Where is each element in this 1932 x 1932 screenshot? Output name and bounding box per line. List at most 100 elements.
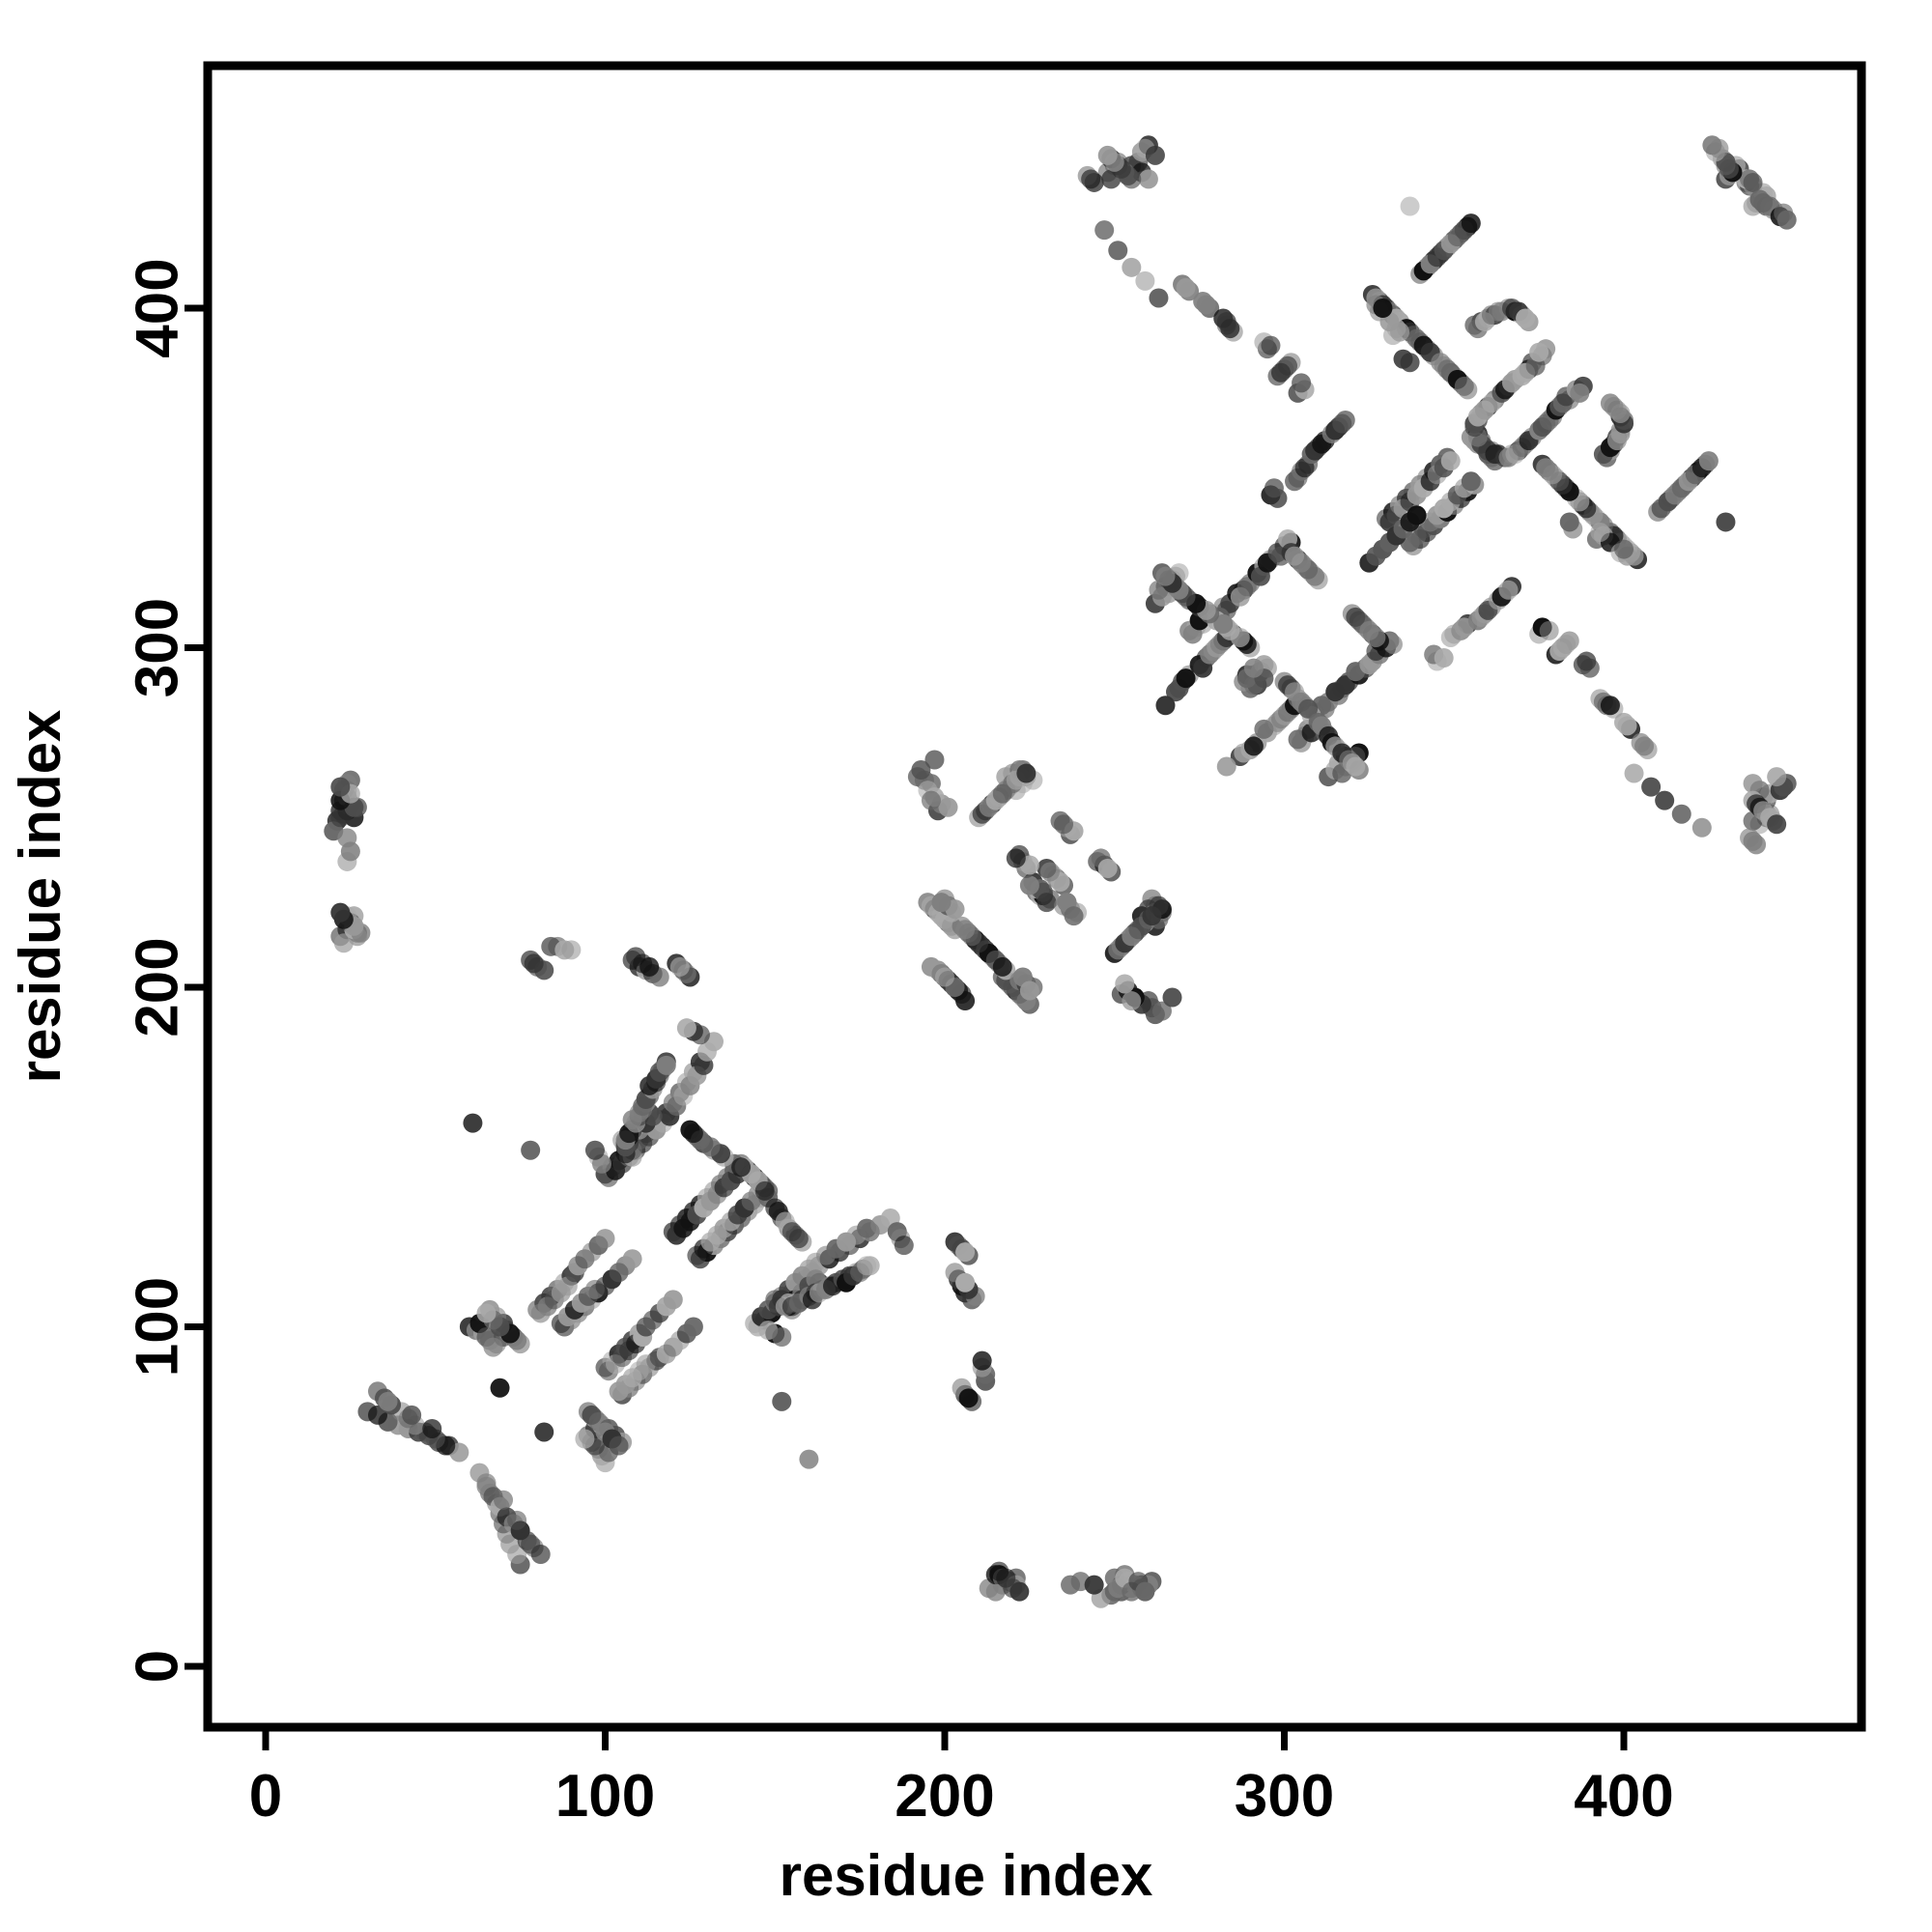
scatter-point <box>1400 196 1420 216</box>
scatter-point <box>1149 288 1169 308</box>
scatter-point <box>1743 774 1763 794</box>
scatter-point <box>1155 696 1176 716</box>
scatter-point <box>524 953 544 974</box>
scatter-point <box>676 1018 696 1038</box>
scatter-point <box>1671 804 1691 824</box>
scatter-point <box>1624 763 1644 783</box>
scatter-point <box>1570 383 1590 403</box>
scatter-point <box>1122 257 1142 277</box>
scatter-point <box>731 1157 752 1178</box>
scatter-point <box>1037 893 1057 913</box>
scatter-point <box>935 967 954 987</box>
scatter-point <box>337 828 357 848</box>
scatter-point <box>955 1242 976 1263</box>
scatter-point <box>1292 373 1312 393</box>
scatter-point <box>1332 413 1352 434</box>
scatter-point <box>992 956 1012 977</box>
scatter-point <box>1094 220 1115 241</box>
scatter-point <box>857 1256 877 1276</box>
scatter-point <box>1213 613 1234 634</box>
scatter-point <box>1461 213 1481 234</box>
scatter-point <box>1135 270 1155 291</box>
scatter-point <box>1634 736 1655 756</box>
scatter-point <box>1084 1575 1104 1595</box>
scatter-point <box>1774 203 1794 223</box>
scatter-point <box>1498 580 1519 600</box>
scatter-point <box>1176 668 1196 689</box>
scatter-point <box>1335 675 1355 696</box>
scatter-point <box>1162 987 1182 1008</box>
scatter-point <box>921 790 941 810</box>
scatter-point <box>1298 698 1319 719</box>
scatter-point <box>1434 648 1454 668</box>
scatter-point <box>1529 342 1549 362</box>
scatter-point <box>1176 277 1196 298</box>
scatter-point <box>1767 814 1787 835</box>
scatter-point <box>1097 145 1118 165</box>
y-tick-label: 100 <box>125 1277 191 1377</box>
scatter-point <box>1743 831 1763 851</box>
scatter-point <box>663 1290 683 1310</box>
scatter-point <box>656 1055 676 1075</box>
scatter-point <box>1054 814 1074 835</box>
scatter-point <box>1641 777 1662 797</box>
scatter-point <box>1400 353 1420 373</box>
scatter-point <box>1236 577 1257 597</box>
scatter-point <box>1590 522 1610 542</box>
scatter-point <box>1016 763 1037 783</box>
scatter-point <box>622 1249 642 1269</box>
scatter-point <box>1577 651 1597 671</box>
scatter-point <box>1698 451 1719 471</box>
scatter-point <box>1196 295 1216 315</box>
scatter-point <box>1691 817 1712 838</box>
x-tick-label: 400 <box>1574 1763 1673 1830</box>
scatter-point <box>378 1391 398 1411</box>
scatter-point <box>1216 312 1236 332</box>
scatter-point <box>1138 169 1158 189</box>
y-tick-label: 300 <box>125 598 191 697</box>
scatter-point <box>1115 974 1135 994</box>
scatter-point <box>1600 696 1620 716</box>
scatter-point <box>1155 566 1176 586</box>
scatter-point <box>561 940 582 960</box>
scatter-point <box>1440 451 1461 471</box>
scatter-point <box>1081 169 1101 189</box>
scatter-point <box>972 1350 992 1371</box>
scatter-point <box>958 1388 979 1408</box>
scatter-point <box>402 1405 422 1425</box>
scatter-point <box>683 1123 703 1144</box>
y-tick-label: 400 <box>125 258 191 357</box>
scatter-point <box>938 797 958 817</box>
scatter-point <box>476 1303 497 1323</box>
axis-ticks-layer <box>185 304 1628 1750</box>
scatter-point <box>1767 767 1787 787</box>
scatter-point <box>1454 376 1474 396</box>
scatter-point <box>1516 308 1536 328</box>
scatter-point <box>1614 539 1634 559</box>
data-points-layer <box>324 135 1797 1608</box>
scatter-point <box>595 1229 615 1249</box>
scatter-point <box>894 1236 914 1256</box>
scatter-point <box>507 1510 527 1530</box>
y-tick-label: 200 <box>125 937 191 1037</box>
scatter-point <box>1716 512 1736 532</box>
scatter-point <box>575 1429 595 1449</box>
axis-tick-labels-layer: 0 100 200 300 400 0 100 200 300 400 <box>125 258 1674 1830</box>
scatter-point <box>1006 848 1026 868</box>
x-axis-title: residue index <box>780 1843 1153 1908</box>
plot-border <box>203 61 1866 1732</box>
y-axis-title: residue index <box>8 710 72 1084</box>
scatter-point <box>422 1418 442 1438</box>
y-tick-label: 0 <box>125 1650 191 1683</box>
scatter-point <box>669 956 690 977</box>
scatter-point <box>1278 355 1298 376</box>
scatter-point <box>955 920 976 940</box>
scatter-point <box>1366 627 1386 647</box>
scatter-point <box>1009 1581 1030 1602</box>
scatter-point <box>1261 335 1281 355</box>
scatter-point <box>1346 756 1366 777</box>
x-tick-label: 300 <box>1235 1763 1334 1830</box>
scatter-point <box>1135 1581 1155 1602</box>
scatter-point <box>463 1113 483 1133</box>
